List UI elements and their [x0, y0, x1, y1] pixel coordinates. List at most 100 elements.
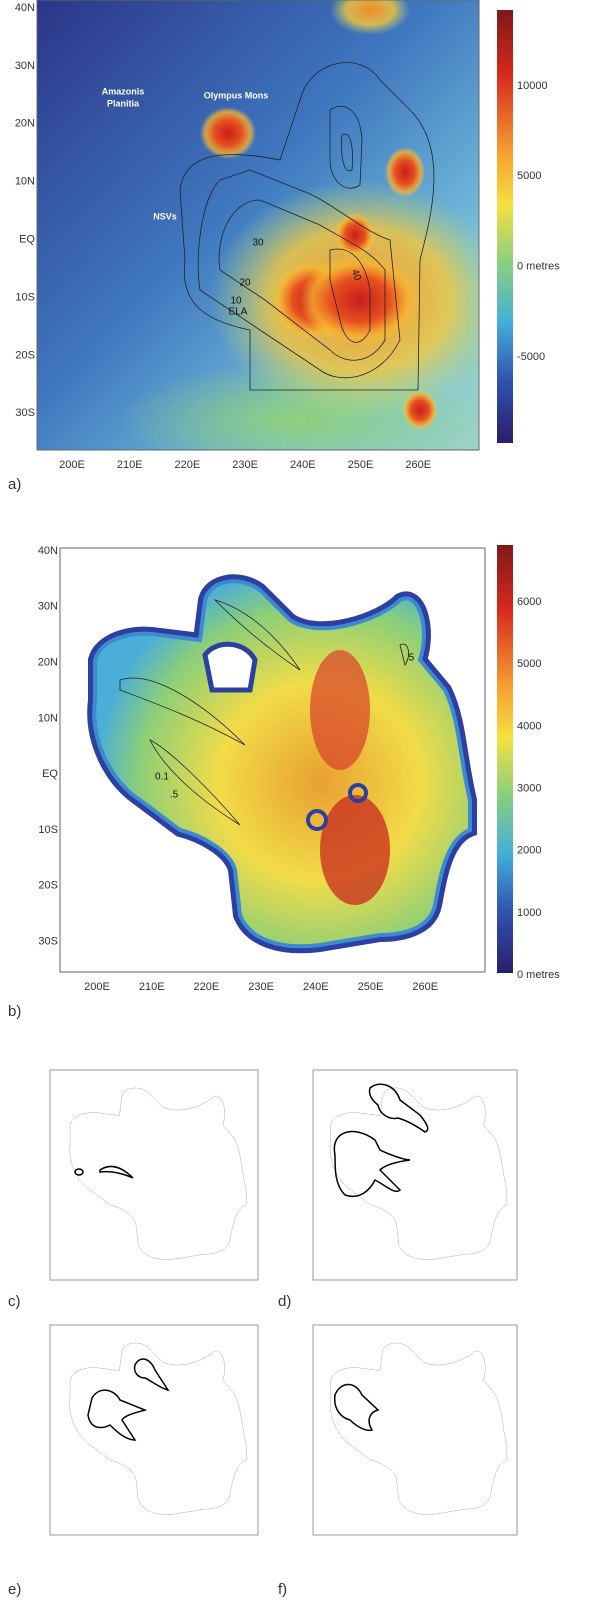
- crater: [348, 783, 368, 803]
- y-tick-label: 10S: [15, 291, 35, 303]
- x-tick-label: 260E: [405, 459, 431, 471]
- y-tick-label: 10N: [38, 712, 58, 724]
- thick-ice: [310, 650, 370, 770]
- panel-label: c): [8, 1293, 21, 1310]
- annotation: 0.1: [155, 772, 169, 783]
- contour: [213, 599, 301, 671]
- y-tick-label: 40N: [38, 545, 58, 557]
- ice-outline: [330, 1342, 508, 1515]
- x-tick-label: 260E: [412, 981, 438, 993]
- colorbar-tick-label: 6000: [517, 596, 541, 608]
- ice-outline: [69, 1342, 247, 1515]
- contour: [197, 169, 401, 379]
- annotation: ELA: [229, 307, 248, 318]
- colorbar-tick-label: 1000: [517, 907, 541, 919]
- annotation: 10: [230, 296, 242, 307]
- y-tick-label: 20S: [38, 880, 58, 892]
- annotation: 40: [349, 268, 363, 283]
- y-tick-label: 30N: [15, 60, 35, 72]
- x-tick-label: 200E: [59, 459, 85, 471]
- x-tick-label: 220E: [194, 981, 220, 993]
- x-tick-label: 210E: [139, 981, 165, 993]
- y-tick-label: 20S: [15, 349, 35, 361]
- annotation: .5: [170, 790, 179, 801]
- contour: [179, 62, 435, 391]
- y-tick-label: 30S: [15, 407, 35, 419]
- colorbar-tick-label: 5000: [517, 658, 541, 670]
- panel-frame: [49, 1324, 259, 1536]
- y-tick-label: 30N: [38, 601, 58, 613]
- contour: [218, 199, 386, 361]
- map-b: [59, 547, 486, 973]
- colorbar-tick-label: -5000: [517, 351, 545, 363]
- contour: [119, 677, 246, 746]
- panel-frame: [312, 1069, 518, 1281]
- panel-label: d): [278, 1293, 291, 1310]
- annotation: 30: [252, 238, 264, 249]
- contour: [399, 643, 410, 666]
- contour: [329, 248, 371, 343]
- glacier: [333, 1130, 411, 1197]
- annotation: Olympus Mons: [204, 90, 269, 100]
- glacier: [368, 1083, 429, 1133]
- annotation: Amazonis: [102, 86, 145, 96]
- x-tick-label: 210E: [117, 459, 143, 471]
- glacier: [74, 1168, 84, 1176]
- panel-label: a): [8, 476, 21, 493]
- small-panels: [49, 1069, 518, 1536]
- panel-frame: [312, 1324, 518, 1536]
- colorbar-tick-label: 0 metres: [517, 261, 560, 273]
- glaciated-area: [74, 1083, 429, 1441]
- contour: [341, 133, 353, 172]
- panel-label: b): [8, 1003, 21, 1020]
- glacier: [333, 1383, 380, 1432]
- x-tick-label: 200E: [84, 981, 110, 993]
- contour: [329, 105, 363, 189]
- annotation: NSVs: [153, 211, 177, 221]
- colorbar: [497, 545, 513, 973]
- colorbar: [497, 10, 513, 443]
- y-tick-label: EQ: [42, 768, 58, 780]
- crater: [306, 809, 328, 831]
- colorbar-tick-label: 0 metres: [517, 969, 560, 981]
- contours: [119, 599, 410, 826]
- y-tick-label: EQ: [19, 234, 35, 246]
- x-tick-label: 240E: [290, 459, 316, 471]
- thick-ice: [320, 795, 390, 905]
- colorbar-tick-label: 5000: [517, 170, 541, 182]
- contour: [149, 739, 241, 826]
- y-tick-label: 40N: [15, 2, 35, 14]
- annotation: Planitia: [107, 98, 140, 108]
- panel-label: e): [8, 1581, 21, 1598]
- glacier: [133, 1358, 170, 1392]
- contours: [179, 62, 435, 391]
- colorbar-tick-label: 10000: [517, 80, 548, 92]
- glacier: [87, 1389, 148, 1441]
- y-tick-label: 10N: [15, 176, 35, 188]
- panel-label: f): [278, 1581, 287, 1598]
- colorbar-tick-label: 4000: [517, 720, 541, 732]
- annotation: 20: [239, 278, 251, 289]
- volcano: [335, 213, 375, 257]
- x-tick-label: 230E: [232, 459, 258, 471]
- colorbar-tick-label: 3000: [517, 783, 541, 795]
- y-tick-label: 30S: [38, 936, 58, 948]
- map-a: [37, 0, 479, 450]
- x-tick-label: 250E: [358, 981, 384, 993]
- x-tick-label: 230E: [248, 981, 274, 993]
- y-tick-label: 20N: [15, 118, 35, 130]
- volcano: [200, 107, 256, 159]
- ice-outline: [69, 1087, 247, 1260]
- volcano: [385, 147, 425, 197]
- colorbar-tick-label: 2000: [517, 845, 541, 857]
- panel-frame: [49, 1069, 259, 1281]
- annotation: .5: [406, 653, 415, 664]
- y-tick-label: 20N: [38, 657, 58, 669]
- terrain: [330, 0, 410, 35]
- x-tick-label: 250E: [348, 459, 374, 471]
- ice-free-hole: [202, 641, 258, 693]
- volcano: [402, 390, 438, 430]
- x-tick-label: 220E: [175, 459, 201, 471]
